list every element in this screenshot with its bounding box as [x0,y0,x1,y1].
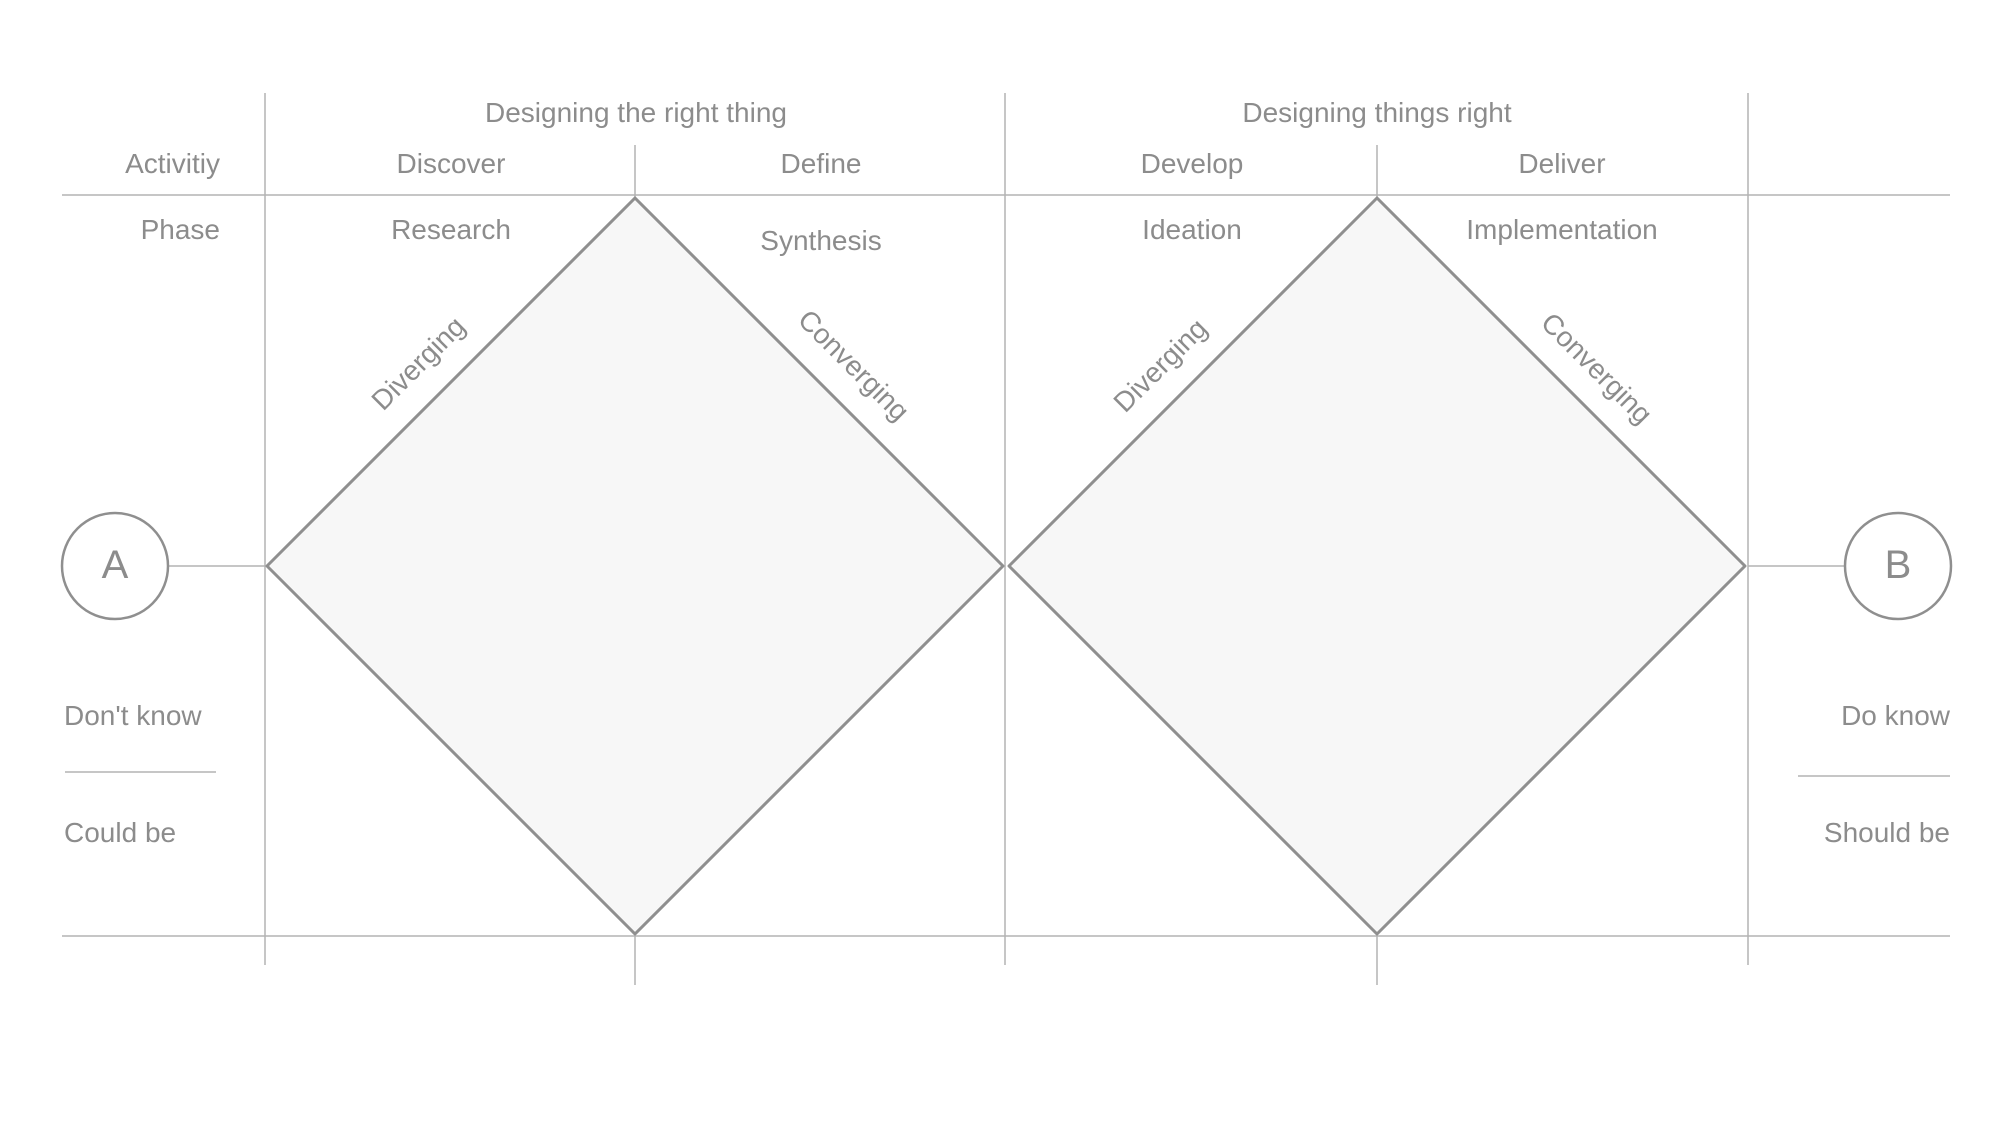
activity-deliver: Deliver [1518,148,1605,179]
right-diamond [1007,196,1747,936]
end-circle [1843,511,1953,621]
phase-synthesis: Synthesis [760,225,881,256]
phase-research: Research [391,214,511,245]
activity-define: Define [781,148,862,179]
phase-implementation: Implementation [1466,214,1657,245]
start-top-text: Don't know [64,700,202,731]
header-designing-right-thing: Designing the right thing [485,97,787,128]
end-top-text: Do know [1841,700,1951,731]
start-circle [60,511,170,621]
row-label-phase: Phase [141,214,220,245]
header-designing-things-right: Designing things right [1242,97,1511,128]
activity-discover: Discover [397,148,506,179]
left-diamond [265,196,1005,936]
end-letter: B [1885,543,1912,587]
start-bottom-text: Could be [64,817,176,848]
phase-ideation: Ideation [1142,214,1242,245]
end-bottom-text: Should be [1824,817,1950,848]
row-label-activity: Activitiy [125,148,220,179]
start-letter: A [102,543,129,587]
activity-develop: Develop [1141,148,1244,179]
